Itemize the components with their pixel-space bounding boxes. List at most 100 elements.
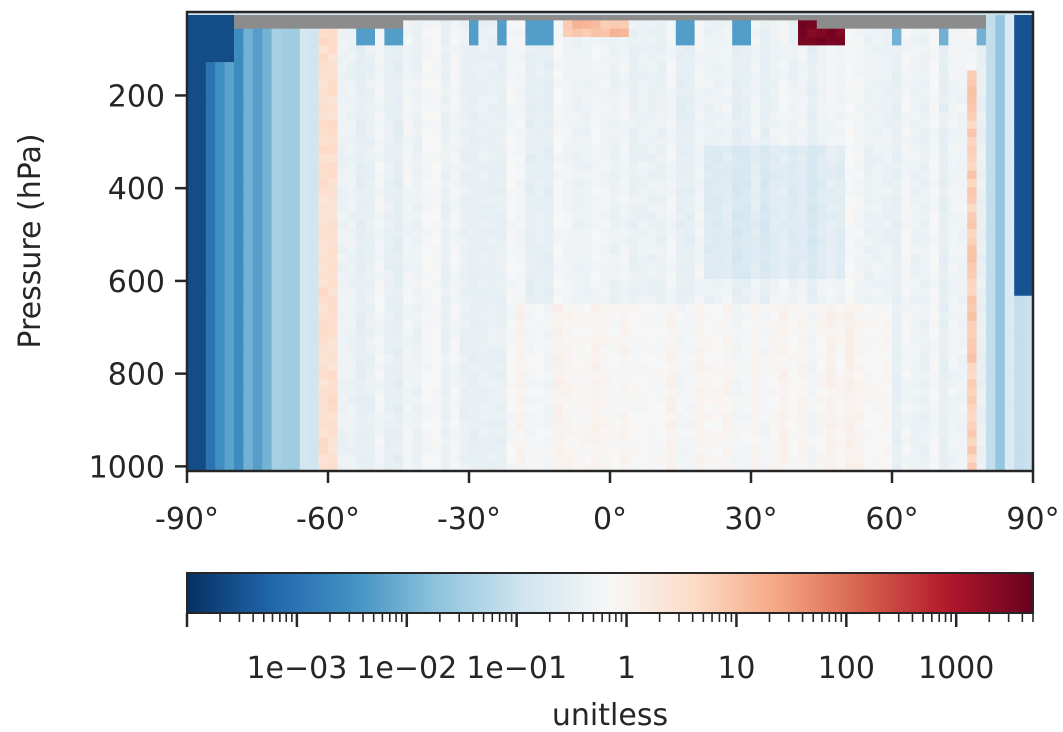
heatmap-cell bbox=[365, 45, 376, 55]
heatmap-cell bbox=[318, 28, 329, 38]
heatmap-cell bbox=[469, 337, 479, 347]
heatmap-cell bbox=[224, 195, 235, 205]
heatmap-cell bbox=[581, 237, 592, 247]
heatmap-cell bbox=[910, 354, 921, 364]
heatmap-cell bbox=[459, 62, 470, 72]
heatmap-cell bbox=[826, 103, 837, 113]
heatmap-cell bbox=[769, 237, 780, 247]
heatmap-cell bbox=[403, 237, 414, 247]
heatmap-cell bbox=[995, 178, 1006, 188]
heatmap-cell bbox=[365, 137, 376, 147]
heatmap-cell bbox=[929, 454, 940, 464]
heatmap-cell bbox=[939, 45, 949, 55]
heatmap-cell bbox=[741, 187, 752, 197]
heatmap-cell bbox=[882, 87, 893, 97]
heatmap-cell bbox=[704, 454, 714, 464]
heatmap-cell bbox=[1023, 287, 1033, 297]
heatmap-cell bbox=[581, 220, 592, 230]
heatmap-cell bbox=[187, 262, 197, 272]
heatmap-cell bbox=[497, 103, 508, 113]
heatmap-cell bbox=[873, 145, 884, 155]
heatmap-cell bbox=[657, 387, 667, 397]
heatmap-cell bbox=[205, 178, 216, 188]
heatmap-cell bbox=[563, 170, 573, 180]
heatmap-cell bbox=[666, 12, 677, 21]
heatmap-cell bbox=[967, 345, 978, 355]
heatmap-cell bbox=[619, 312, 630, 322]
heatmap-cell bbox=[666, 162, 677, 172]
heatmap-cell bbox=[666, 95, 677, 105]
heatmap-cell bbox=[901, 203, 912, 213]
heatmap-cell bbox=[619, 28, 630, 38]
heatmap-cell bbox=[412, 212, 423, 222]
heatmap-cell bbox=[619, 254, 630, 263]
heatmap-cell bbox=[487, 228, 498, 238]
heatmap-cell bbox=[675, 195, 686, 205]
heatmap-cell bbox=[281, 12, 291, 21]
heatmap-cell bbox=[1004, 170, 1015, 180]
heatmap-cell bbox=[365, 279, 376, 288]
heatmap-cell bbox=[581, 45, 592, 55]
heatmap-cell bbox=[685, 237, 696, 247]
heatmap-cell bbox=[732, 420, 743, 430]
heatmap-cell bbox=[478, 53, 489, 63]
heatmap-cell bbox=[675, 329, 686, 339]
heatmap-cell bbox=[309, 370, 320, 380]
heatmap-cell bbox=[393, 137, 404, 147]
heatmap-cell bbox=[873, 337, 884, 347]
heatmap-cell bbox=[459, 162, 470, 172]
heatmap-cell bbox=[356, 62, 367, 72]
heatmap-cell bbox=[835, 153, 846, 163]
heatmap-cell bbox=[384, 370, 395, 380]
heatmap-cell bbox=[563, 45, 573, 55]
heatmap-cell bbox=[986, 137, 996, 147]
heatmap-cell bbox=[854, 254, 865, 263]
heatmap-cell bbox=[873, 404, 884, 414]
heatmap-cell bbox=[440, 462, 451, 471]
heatmap-cell bbox=[976, 254, 987, 263]
heatmap-cell bbox=[393, 295, 404, 305]
heatmap-cell bbox=[845, 387, 855, 397]
heatmap-cell bbox=[816, 195, 827, 205]
heatmap-cell bbox=[610, 12, 620, 21]
heatmap-cell bbox=[525, 337, 536, 347]
heatmap-cell bbox=[318, 362, 329, 372]
heatmap-cell bbox=[487, 87, 498, 97]
heatmap-cell bbox=[826, 445, 837, 455]
heatmap-cell bbox=[516, 362, 526, 372]
heatmap-cell bbox=[976, 153, 987, 163]
heatmap-cell bbox=[205, 345, 216, 355]
heatmap-cell bbox=[299, 28, 310, 38]
heatmap-cell bbox=[675, 203, 686, 213]
heatmap-cell bbox=[384, 320, 395, 330]
heatmap-cell bbox=[835, 395, 846, 405]
heatmap-cell bbox=[948, 195, 959, 205]
heatmap-cell bbox=[591, 162, 602, 172]
heatmap-cell bbox=[412, 245, 423, 255]
heatmap-cell bbox=[675, 395, 686, 405]
heatmap-cell bbox=[647, 95, 658, 105]
heatmap-cell bbox=[262, 429, 273, 439]
heatmap-cell bbox=[365, 153, 376, 163]
heatmap-cell bbox=[205, 295, 216, 305]
heatmap-cell bbox=[769, 320, 780, 330]
heatmap-cell bbox=[187, 287, 197, 297]
heatmap-cell bbox=[346, 170, 357, 180]
heatmap-cell bbox=[751, 195, 761, 205]
heatmap-cell bbox=[224, 270, 235, 280]
heatmap-cell bbox=[713, 53, 724, 63]
heatmap-cell bbox=[685, 462, 696, 471]
heatmap-cell bbox=[638, 128, 649, 138]
heatmap-cell bbox=[365, 187, 376, 197]
x-tick-label: -90° bbox=[155, 502, 219, 537]
heatmap-cell bbox=[365, 87, 376, 97]
heatmap-cell bbox=[769, 228, 780, 238]
heatmap-cell bbox=[957, 337, 968, 347]
heatmap-cell bbox=[666, 128, 677, 138]
heatmap-cell bbox=[769, 329, 780, 339]
heatmap-cell bbox=[591, 354, 602, 364]
heatmap-cell bbox=[215, 270, 226, 280]
heatmap-cell bbox=[779, 45, 790, 55]
heatmap-cell bbox=[393, 245, 404, 255]
heatmap-cell bbox=[816, 245, 827, 255]
